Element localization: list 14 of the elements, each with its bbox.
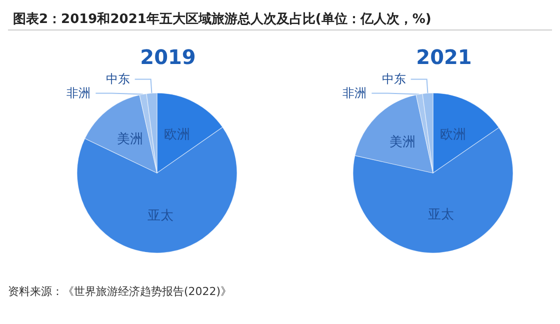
- slice-label: 非洲: [66, 86, 91, 100]
- chart-title: 图表2：2019和2021年五大区域旅游总人次及占比(单位：亿人次，%): [13, 11, 432, 27]
- chart-subtitle: 2021: [416, 45, 472, 69]
- slice-label: 美洲: [117, 130, 144, 147]
- slice-label: 亚太: [148, 208, 174, 224]
- slice-label: 美洲: [390, 134, 416, 150]
- slice-label: 非洲: [342, 86, 367, 100]
- slice-label: 中东: [106, 72, 130, 86]
- text: 资料来源：《世界旅游经济趋势报告(2022)》: [8, 285, 232, 298]
- slice-label: 欧洲: [440, 127, 466, 142]
- slice-label: 亚太: [428, 208, 454, 223]
- slice-label: 欧洲: [164, 127, 190, 142]
- chart-subtitle: 2019: [140, 45, 196, 69]
- slice-label: 中东: [382, 72, 406, 86]
